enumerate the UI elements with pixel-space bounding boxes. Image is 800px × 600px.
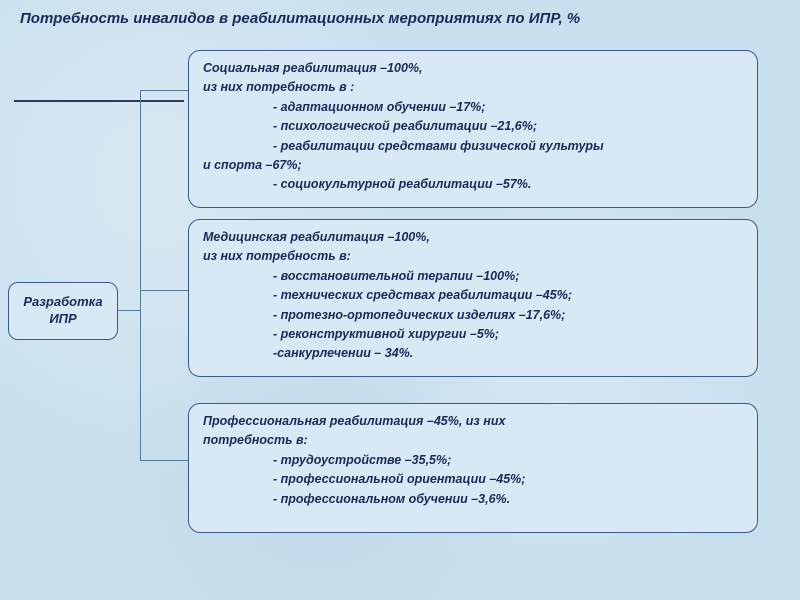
left-root-line1: Разработка	[23, 294, 102, 311]
box3-sub: потребность в:	[203, 431, 743, 450]
box2-item-2: - протезно-ортопедических изделиях –17,6…	[203, 306, 743, 325]
left-root-line2: ИПР	[49, 311, 76, 328]
box-professional-rehab: Профессиональная реабилитация –45%, из н…	[188, 403, 758, 533]
box1-tail1: и спорта –67%;	[203, 156, 743, 175]
box1-item-0: - адаптационном обучении –17%;	[203, 98, 743, 117]
box1-sub: из них потребность в :	[203, 78, 743, 97]
box2-sub: из них потребность в:	[203, 247, 743, 266]
box2-header: Медицинская реабилитация –100%,	[203, 228, 743, 247]
box-medical-rehab: Медицинская реабилитация –100%, из них п…	[188, 219, 758, 377]
left-root-box: Разработка ИПР	[8, 282, 118, 340]
connector-branch-3	[140, 460, 188, 461]
box1-tail2: - социокультурной реабилитации –57%.	[203, 175, 743, 194]
connector-branch-1	[140, 90, 188, 91]
box2-item-0: - восстановительной терапии –100%;	[203, 267, 743, 286]
box3-item-0: - трудоустройстве –35,5%;	[203, 451, 743, 470]
box2-item-4: -санкурлечении – 34%.	[203, 344, 743, 363]
box1-header: Социальная реабилитация –100%,	[203, 59, 743, 78]
page-title: Потребность инвалидов в реабилитационных…	[20, 10, 780, 27]
box2-item-1: - технических средствах реабилитации –45…	[203, 286, 743, 305]
box3-item-1: - профессиональной ориентации –45%;	[203, 470, 743, 489]
box1-item-1: - психологической реабилитации –21,6%;	[203, 117, 743, 136]
box3-header: Профессиональная реабилитация –45%, из н…	[203, 412, 743, 431]
connector-trunk	[140, 90, 141, 460]
connector-branch-2	[140, 290, 188, 291]
box2-item-3: - реконструктивной хирургии –5%;	[203, 325, 743, 344]
box3-item-2: - профессиональном обучении –3,6%.	[203, 490, 743, 509]
box-social-rehab: Социальная реабилитация –100%, из них по…	[188, 50, 758, 208]
box1-item-2: - реабилитации средствами физической кул…	[203, 137, 743, 156]
connector-stem	[118, 310, 140, 311]
decorative-hr	[14, 100, 184, 102]
